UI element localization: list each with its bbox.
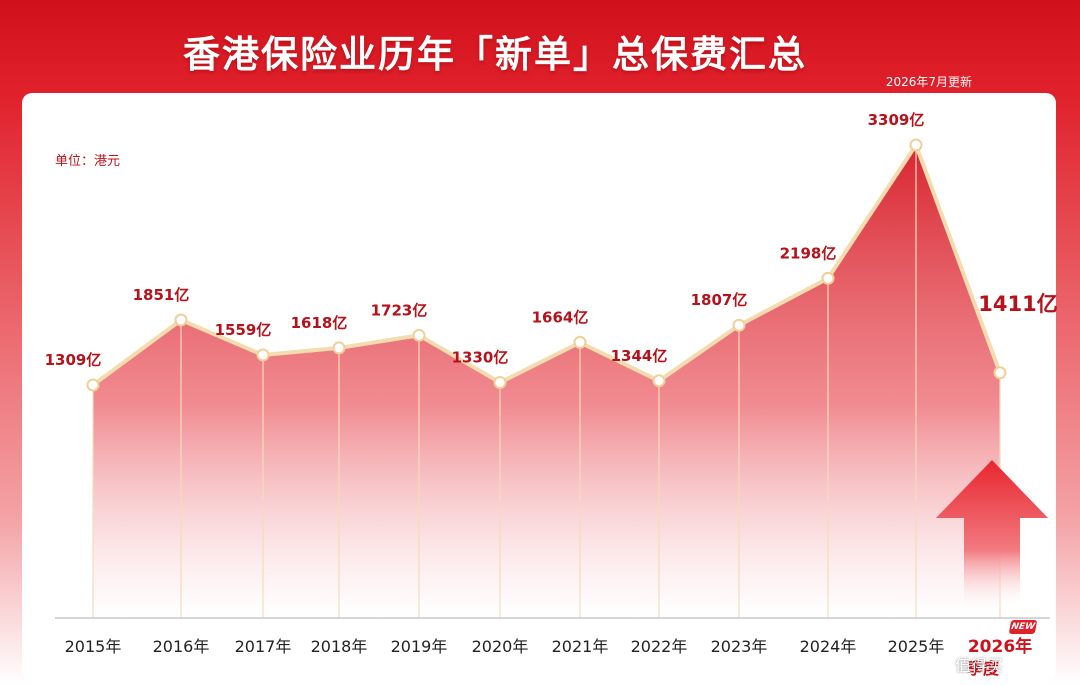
x-tick-label: 2025年	[888, 637, 945, 656]
data-label: 1618亿	[291, 314, 348, 332]
data-label: 1309亿	[45, 351, 102, 369]
data-point	[174, 313, 188, 327]
x-tick-label: 2020年	[472, 637, 529, 656]
data-point	[732, 318, 746, 332]
data-point	[332, 341, 346, 355]
data-point	[909, 138, 923, 152]
data-point	[493, 375, 507, 389]
x-tick-label: 2016年	[153, 637, 210, 656]
data-point	[993, 366, 1007, 380]
x-tick-label: 2022年	[631, 637, 688, 656]
data-point	[652, 374, 666, 388]
x-tick-label: 2024年	[800, 637, 857, 656]
data-label: 1344亿	[611, 347, 668, 365]
quarter-label: 季度	[967, 659, 1000, 678]
data-point	[256, 348, 270, 362]
unit-label: 单位：港元	[55, 154, 121, 169]
data-point	[821, 271, 835, 285]
x-tick-label: 2026年	[968, 636, 1032, 657]
data-label: 1559亿	[215, 321, 272, 339]
watermark: 值得买	[955, 656, 1004, 675]
data-label: 3309亿	[868, 111, 925, 129]
data-label: 1664亿	[532, 308, 589, 326]
new-badge: NEW	[1008, 620, 1038, 634]
x-tick-label: 2023年	[711, 637, 768, 656]
x-tick-label: 2015年	[65, 637, 122, 656]
x-tick-label: 2021年	[552, 637, 609, 656]
data-point	[86, 378, 100, 392]
x-tick-label: 2018年	[311, 637, 368, 656]
data-label: 1851亿	[133, 286, 190, 304]
up-arrow-icon	[936, 460, 1048, 610]
data-label: 1411亿	[978, 292, 1057, 316]
data-label: 1723亿	[371, 301, 428, 319]
data-label: 2198亿	[780, 244, 837, 262]
update-note: 2026年7月更新	[885, 75, 972, 89]
series-line	[91, 143, 1002, 387]
x-tick-label: 2019年	[391, 637, 448, 656]
area-fill	[93, 145, 1000, 618]
x-tick-label: 2017年	[235, 637, 292, 656]
data-point	[412, 328, 426, 342]
data-point	[573, 335, 587, 349]
data-label: 1330亿	[452, 348, 509, 366]
page-title: 香港保险业历年「新单」总保费汇总	[183, 33, 807, 76]
data-label: 1807亿	[691, 291, 748, 309]
